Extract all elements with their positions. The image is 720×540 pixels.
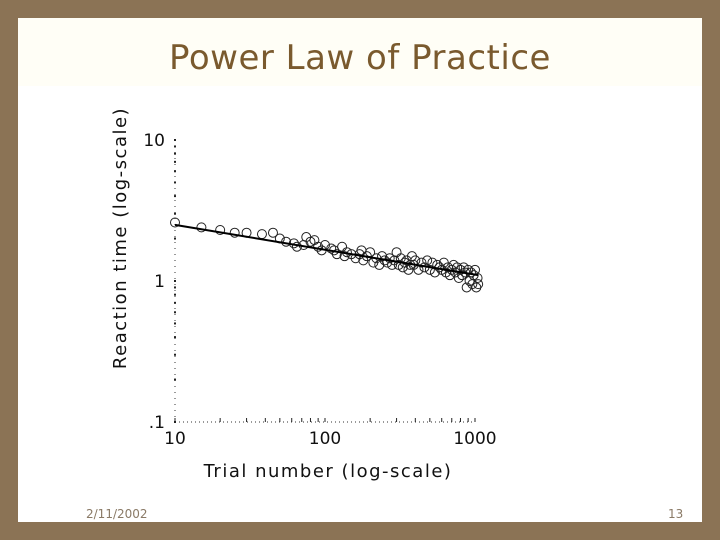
slide-content [18, 86, 702, 522]
y-minor-tick [174, 237, 176, 240]
title-band: Power Law of Practice [18, 18, 702, 86]
y-minor-tick [174, 353, 176, 356]
x-tick-label: 100 [309, 429, 341, 449]
data-point [403, 264, 414, 275]
y-axis-title: Reaction time (log-scale) [110, 107, 131, 369]
y-minor-tick [174, 421, 176, 423]
data-point [384, 253, 395, 264]
x-tick-label: 10 [164, 429, 186, 449]
y-minor-tick [174, 378, 176, 381]
footer-page-number: 13 [668, 507, 684, 521]
data-point [455, 264, 466, 275]
fit-layer [174, 223, 479, 277]
y-minor-tick [174, 322, 176, 325]
data-point [256, 229, 267, 240]
data-point [313, 241, 324, 252]
y-minor-tick [174, 311, 176, 314]
footer-date: 2/11/2002 [86, 507, 148, 521]
y-minor-tick [174, 160, 176, 163]
y-minor-tick [174, 181, 176, 184]
axis-layer: 10 100 1000 10 1 .1 [143, 131, 496, 449]
y-minor-tick [174, 145, 176, 148]
point-layer [170, 217, 484, 293]
data-point [267, 227, 278, 238]
slide: Power Law of Practice 10 100 1000 10 1 .1 Tri… [18, 18, 702, 522]
y-tick-label: 10 [143, 131, 165, 151]
data-point [229, 227, 240, 238]
data-point [170, 217, 180, 228]
data-point [473, 279, 484, 290]
y-tick-label: .1 [149, 413, 165, 433]
data-point [453, 273, 464, 284]
data-point [424, 264, 435, 275]
data-point [472, 273, 483, 284]
y-minor-tick [174, 336, 176, 339]
data-point [391, 247, 402, 258]
y-minor-tick [174, 212, 176, 215]
data-point [331, 249, 342, 260]
x-axis-title: Trial number (log-scale) [203, 461, 453, 482]
data-point [461, 282, 472, 293]
data-point [215, 224, 226, 235]
y-minor-tick [174, 293, 176, 296]
y-minor-tick [174, 286, 176, 289]
y-minor-tick [174, 152, 176, 155]
y-tick-label: 1 [154, 272, 165, 292]
data-point [471, 282, 482, 293]
data-point [337, 241, 348, 252]
data-point [422, 255, 433, 266]
y-minor-tick [174, 280, 176, 282]
y-minor-tick [174, 195, 176, 198]
y-minor-tick [174, 170, 176, 173]
slide-title: Power Law of Practice [169, 38, 551, 78]
data-point [448, 259, 459, 270]
data-point [196, 222, 207, 233]
data-point [457, 270, 468, 281]
y-minor-tick [174, 301, 176, 304]
x-tick-label: 1000 [453, 429, 496, 449]
data-point [326, 243, 337, 254]
fit-line [174, 223, 479, 277]
y-minor-tick [174, 139, 176, 141]
